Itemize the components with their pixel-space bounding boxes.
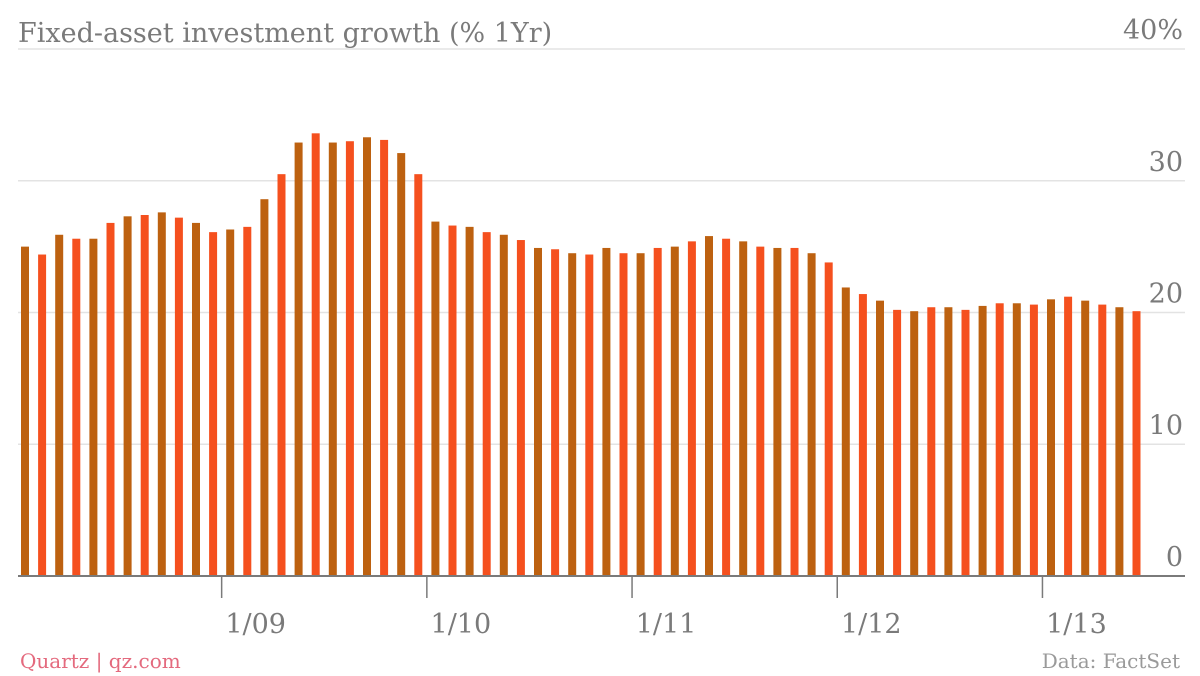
y-tick-label: 10 [1149,410,1183,441]
bar [397,153,406,576]
bar [448,225,457,577]
bar [978,305,987,576]
y-tick-label: 0 [1166,542,1183,573]
bar [1115,307,1124,576]
x-tick-label: 1/13 [1046,609,1107,640]
bar [38,254,47,576]
bar [944,307,953,576]
bar [431,221,440,576]
bar [585,254,594,576]
bar [653,247,662,576]
bar [157,212,166,576]
chart-title: Fixed-asset investment growth (% 1Yr) [18,18,552,49]
y-tick-label: 20 [1149,279,1183,310]
bar [687,241,696,577]
bar [824,262,833,576]
bar [192,222,200,576]
bar [619,253,628,576]
bar [260,199,269,576]
bar [1098,304,1107,576]
bar [89,238,98,576]
bar [294,142,303,577]
x-tick-label: 1/09 [225,609,286,640]
bar [858,294,867,576]
bar [123,216,132,576]
bar [414,174,423,576]
bar [226,229,235,576]
bar [636,253,645,576]
bar [534,247,542,576]
bar [380,139,389,576]
source-label: Data: FactSet [1042,649,1180,673]
bar [568,253,577,576]
y-tick-label: 30 [1149,147,1183,178]
bar [243,226,252,577]
x-axis [18,575,1185,598]
bar [790,247,799,576]
bar [927,307,936,576]
bar [328,142,337,577]
bar [670,246,679,576]
bar [499,234,508,576]
bar [465,226,474,577]
bar [140,215,149,576]
bar [773,247,782,576]
x-tick-label: 1/10 [431,609,492,640]
bar [910,311,919,576]
bar [277,174,286,576]
bar [1064,296,1073,576]
y-tick-labels: 0 10 20 30 40% [1123,15,1183,573]
bar [106,222,115,576]
bar [602,247,611,576]
bar [174,217,183,576]
bar [345,141,354,576]
bar [756,246,765,576]
brand-label: Quartz | qz.com [20,649,181,674]
bar [739,241,748,577]
bar [516,240,525,576]
bar [876,300,884,576]
bar [482,232,491,576]
bar [807,253,816,576]
bar [551,249,560,576]
bar [311,133,320,576]
bar [1047,299,1055,576]
bar [961,309,970,576]
bar [722,238,731,576]
bar [1012,303,1021,576]
bar [1132,311,1141,576]
bar [995,303,1004,576]
bar [1029,304,1038,576]
bar [21,246,29,576]
bars [21,133,1141,577]
x-tick-label: 1/12 [841,609,902,640]
bar [363,137,371,576]
bar [841,287,850,576]
bar [72,238,81,576]
bar [1081,300,1090,576]
bar [893,309,902,576]
x-tick-label: 1/11 [636,609,697,640]
bar [55,234,64,576]
x-tick-labels: 1/09 1/10 1/11 1/12 1/13 [225,609,1106,640]
bar [209,232,218,576]
bar [705,236,713,576]
y-tick-label: 40% [1123,15,1183,46]
